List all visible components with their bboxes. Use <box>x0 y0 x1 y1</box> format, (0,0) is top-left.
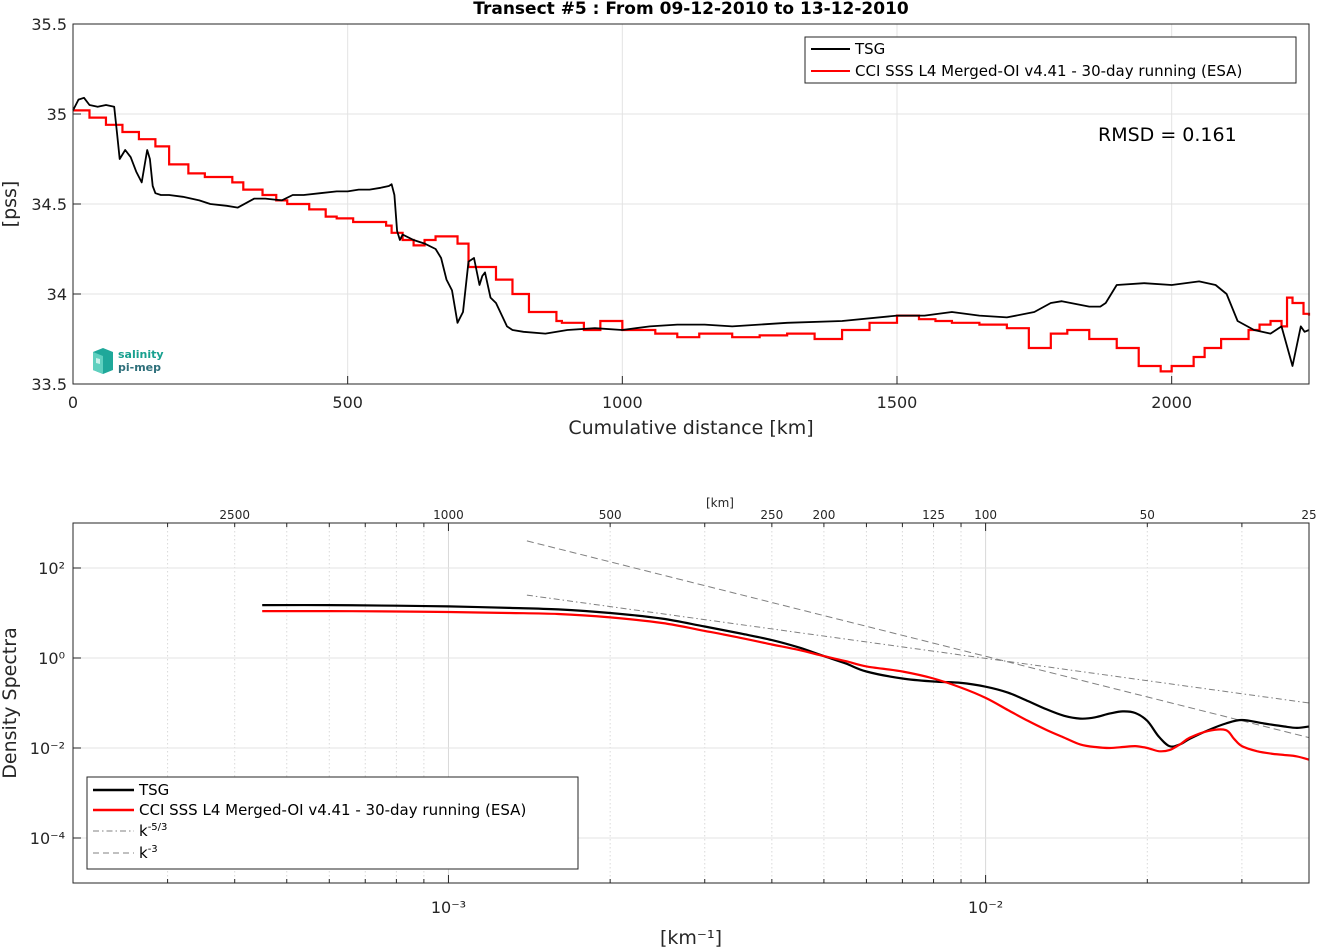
chart-title: Transect #5 : From 09-12-2010 to 13-12-2… <box>473 0 909 19</box>
bottom-y-tick-label: 10⁻⁴ <box>30 829 65 848</box>
bottom-legend-label-cci: CCI SSS L4 Merged-OI v4.41 - 30-day runn… <box>139 801 526 819</box>
bottom-legend-label-tsg: TSG <box>138 781 169 799</box>
bottom-legend-box <box>86 776 579 870</box>
top-km-tick-label: 200 <box>812 508 835 522</box>
top-legend-box <box>804 36 1297 84</box>
salinity-transect-chart: Transect #5 : From 09-12-2010 to 13-12-2… <box>0 0 1311 439</box>
bottom-y-tick-label: 10⁻² <box>30 739 65 758</box>
spectrum-line-tsg <box>262 603 1310 748</box>
bottom-legend-label-k3: k-3 <box>139 844 158 862</box>
top-x-tick-label: 500 <box>332 393 363 412</box>
top-legend-label-cci: CCI SSS L4 Merged-OI v4.41 - 30-day runn… <box>855 62 1242 80</box>
bottom-y-tick-label: 10² <box>38 559 65 578</box>
top-y-tick-label: 34 <box>47 285 67 304</box>
top-x-tick-label: 0 <box>68 393 78 412</box>
spectrum-line-cci <box>262 609 1310 761</box>
bottom-y-axis-label: Density Spectra <box>0 627 21 778</box>
bottom-y-tick-label: 10⁰ <box>38 649 65 668</box>
bottom-legend: TSG CCI SSS L4 Merged-OI v4.41 - 30-day … <box>86 776 579 870</box>
bottom-x-tick-label: 10⁻³ <box>431 898 466 917</box>
reference-line-k53 <box>526 594 1310 704</box>
top-km-tick-label: 25 <box>1301 508 1316 522</box>
top-legend-label-tsg: TSG <box>854 40 885 58</box>
top-y-tick-label: 33.5 <box>31 375 67 394</box>
series-line-cci <box>73 109 1311 373</box>
top-km-tick-label: 100 <box>974 508 997 522</box>
top-x-axis-label: Cumulative distance [km] <box>568 417 813 439</box>
bottom-series-layer <box>262 540 1310 761</box>
top-y-tick-label: 35 <box>47 105 67 124</box>
top-x-tick-label: 1000 <box>602 393 643 412</box>
bottom-x-tick-label: 10⁻² <box>968 898 1003 917</box>
top-km-tick-label: 1000 <box>433 508 464 522</box>
top-km-tick-label: 125 <box>922 508 945 522</box>
bottom-ticks: 10⁻⁴ 10⁻² 10⁰ 10² 10⁻³ 10⁻² 2500 1000 500 250 200 1… <box>30 508 1317 917</box>
density-spectra-chart: 10⁻⁴ 10⁻² 10⁰ 10² 10⁻³ 10⁻² 2500 1000 500 250 200 1… <box>0 496 1317 948</box>
top-legend: TSG CCI SSS L4 Merged-OI v4.41 - 30-day … <box>804 36 1297 84</box>
rmsd-annotation: RMSD = 0.161 <box>1098 124 1237 146</box>
top-km-tick-label: 250 <box>760 508 783 522</box>
top-y-tick-label: 35.5 <box>31 15 67 34</box>
top-km-tick-label: 500 <box>599 508 622 522</box>
top-km-axis-label: [km] <box>706 496 734 510</box>
bottom-x-axis-label: [km⁻¹] <box>660 927 722 948</box>
logo-text: salinity <box>118 348 164 361</box>
svg-text:pi-mep: pi-mep <box>118 361 161 374</box>
top-series-layer <box>72 96 1311 373</box>
reference-line-k3 <box>526 540 1310 739</box>
top-km-tick-label: 50 <box>1140 508 1155 522</box>
top-ticks: 0 500 1000 1500 2000 33.5 34 34.5 35 35.5 <box>31 15 1192 412</box>
series-line-tsg <box>72 96 1310 367</box>
top-x-tick-label: 1500 <box>877 393 918 412</box>
bottom-legend-label-k53: k-5/3 <box>139 822 167 840</box>
top-y-axis-label: [pss] <box>0 181 21 228</box>
bottom-plot-frame <box>72 522 1310 884</box>
top-x-tick-label: 2000 <box>1151 393 1192 412</box>
top-km-tick-label: 2500 <box>219 508 250 522</box>
top-grid <box>73 24 1309 384</box>
top-y-tick-label: 34.5 <box>31 195 67 214</box>
salinity-pi-mep-logo: salinity pi-mep <box>93 348 164 374</box>
